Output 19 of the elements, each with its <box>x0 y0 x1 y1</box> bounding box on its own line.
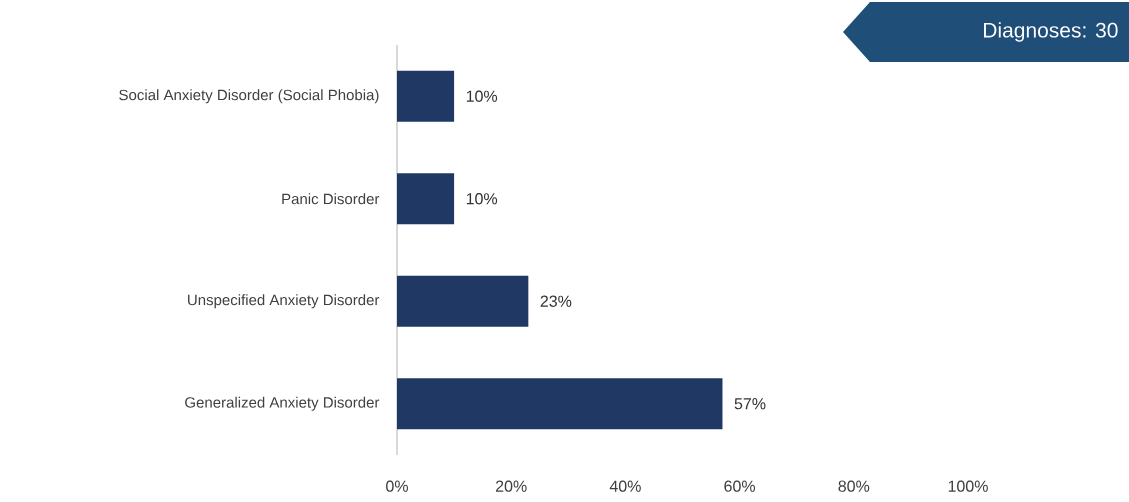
x-tick-label: 60% <box>724 480 756 492</box>
y-tick-label: Generalized Anxiety Disorder <box>185 396 380 411</box>
text: Diagnoses: 30 <box>984 22 1118 42</box>
data-label: 23% <box>540 295 572 307</box>
bar <box>397 275 529 327</box>
data-label: 10% <box>466 193 498 205</box>
x-tick-label: 40% <box>609 480 641 492</box>
x-tick-label: 80% <box>838 480 870 492</box>
bar <box>397 173 455 225</box>
y-tick-label: Unspecified Anxiety Disorder <box>188 294 380 309</box>
y-tick-label: Panic Disorder <box>282 193 380 205</box>
x-tick-label: 0% <box>386 480 408 492</box>
bar <box>397 378 723 430</box>
y-tick-label: Social Anxiety Disorder (Social Phobia) <box>119 89 379 104</box>
x-tick-label: 20% <box>495 480 527 492</box>
x-tick-label: 100% <box>948 480 988 492</box>
data-label: 10% <box>466 90 498 102</box>
data-label: 57% <box>734 398 766 410</box>
bar <box>397 70 455 122</box>
